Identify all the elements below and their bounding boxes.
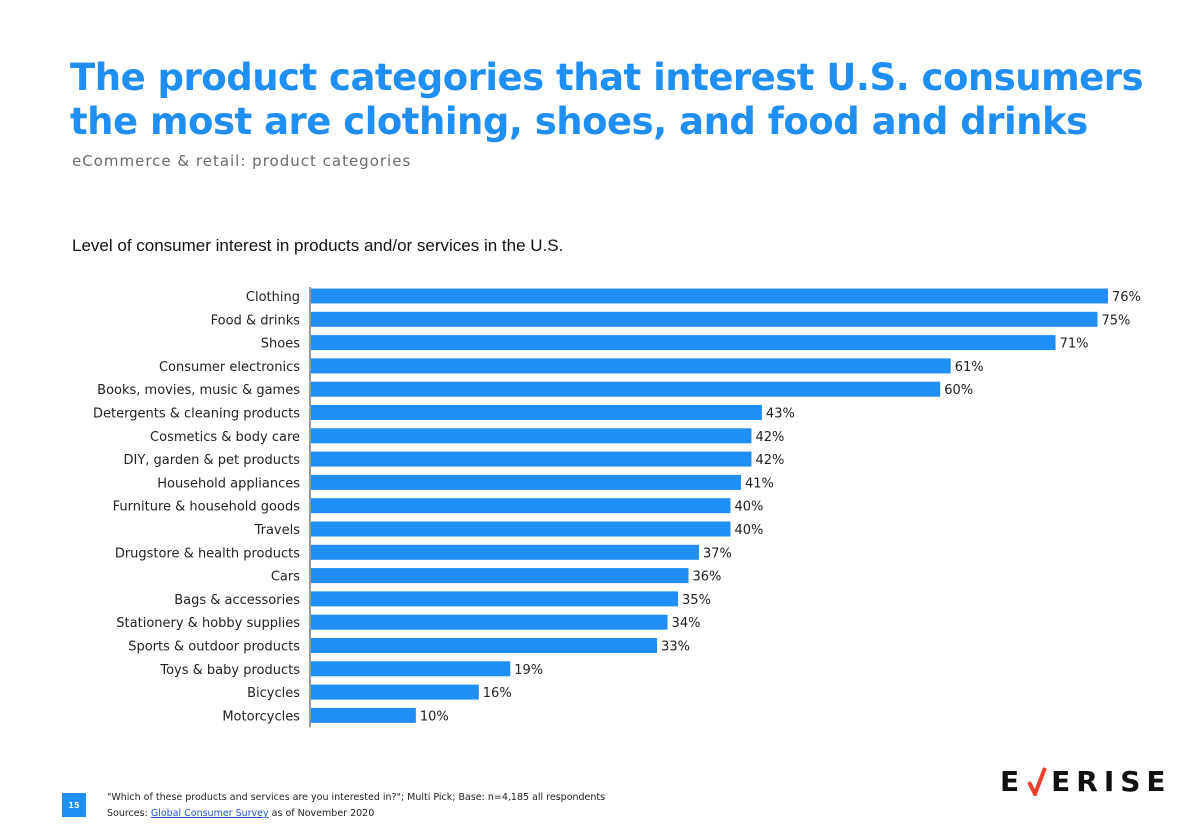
category-label: Stationery & hobby supplies — [116, 616, 300, 631]
brand-logo: E ERISE — [1000, 764, 1172, 798]
value-label: 36% — [693, 570, 722, 585]
category-label: Detergents & cleaning products — [93, 407, 300, 422]
category-label: DIY, garden & pet products — [123, 453, 300, 468]
logo-letters: ERISE — [1051, 764, 1172, 798]
sources-prefix: Sources: — [107, 808, 151, 819]
category-label: Household appliances — [157, 476, 300, 491]
category-label: Drugstore & health products — [115, 546, 300, 561]
category-label: Furniture & household goods — [113, 500, 301, 515]
bar — [311, 288, 1108, 304]
category-label: Food & drinks — [211, 313, 301, 328]
value-label: 16% — [483, 686, 512, 701]
bar — [311, 451, 752, 467]
bar — [311, 405, 762, 420]
value-label: 43% — [766, 407, 795, 422]
value-label: 35% — [682, 593, 711, 608]
category-label: Bicycles — [247, 686, 300, 701]
category-label: Consumer electronics — [159, 360, 300, 375]
category-label: Sports & outdoor products — [128, 640, 300, 655]
category-label: Travels — [254, 523, 301, 538]
bar — [311, 638, 658, 653]
bar — [311, 428, 752, 444]
bar — [311, 684, 479, 700]
bar — [311, 707, 416, 723]
value-label: 42% — [755, 430, 784, 445]
bar — [311, 335, 1056, 351]
logo-letter-e: E — [1000, 764, 1026, 798]
sources-link[interactable]: Global Consumer Survey — [150, 808, 269, 819]
value-label: 41% — [745, 476, 774, 491]
bar — [311, 568, 689, 584]
page-title: The product categories that interest U.S… — [70, 56, 1144, 143]
value-label: 75% — [1102, 313, 1131, 328]
value-label: 60% — [944, 383, 973, 398]
value-label: 19% — [514, 663, 543, 678]
bar — [311, 498, 731, 514]
page-number-badge: 15 — [62, 793, 86, 817]
category-label: Bags & accessories — [174, 593, 300, 608]
value-label: 71% — [1060, 337, 1089, 352]
value-label: 76% — [1112, 290, 1141, 305]
bar — [311, 661, 511, 677]
footer-note: "Which of these products and services ar… — [107, 792, 606, 803]
category-label: Motorcycles — [222, 709, 300, 724]
value-label: 34% — [672, 616, 701, 631]
bar-chart: Clothing 76% Food & drinks 75% Shoes 71% Consu… — [93, 287, 1141, 728]
sources-suffix: as of November 2020 — [268, 808, 375, 819]
bar — [311, 474, 741, 490]
category-label: Books, movies, music & games — [97, 383, 300, 398]
category-label: Shoes — [261, 337, 300, 352]
category-label: Toys & baby products — [159, 663, 300, 678]
bar — [311, 358, 951, 374]
value-label: 61% — [955, 360, 984, 375]
category-label: Clothing — [246, 290, 300, 305]
value-label: 40% — [734, 523, 763, 538]
chart-title: Level of consumer interest in products a… — [72, 236, 564, 255]
bar — [311, 311, 1098, 327]
value-label: 10% — [420, 709, 449, 724]
value-label: 40% — [734, 500, 763, 515]
value-label: 42% — [755, 453, 784, 468]
value-label: 33% — [661, 640, 690, 655]
category-label: Cosmetics & body care — [150, 430, 300, 445]
page-subtitle: eCommerce & retail: product categories — [72, 152, 412, 170]
bar — [311, 521, 731, 537]
bar — [311, 614, 668, 630]
bar — [311, 544, 700, 560]
footer-sources: Sources: Global Consumer Survey as of No… — [107, 808, 374, 819]
value-label: 37% — [703, 546, 732, 561]
bar — [311, 591, 679, 607]
category-label: Cars — [271, 570, 300, 585]
logo-check-mark-icon — [1027, 767, 1048, 796]
bar — [311, 381, 941, 397]
